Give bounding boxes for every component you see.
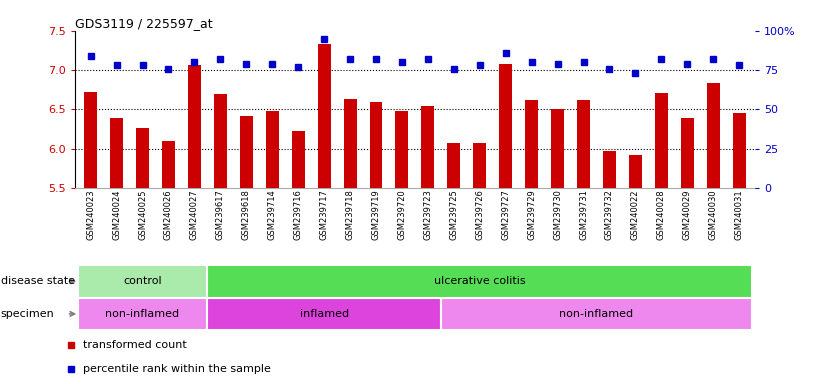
- Bar: [214, 94, 227, 188]
- Bar: [78, 298, 208, 330]
- Text: GDS3119 / 225597_at: GDS3119 / 225597_at: [75, 17, 213, 30]
- Bar: [369, 102, 383, 188]
- Text: non-inflamed: non-inflamed: [105, 309, 179, 319]
- Bar: [78, 265, 208, 298]
- Bar: [208, 298, 441, 330]
- Bar: [629, 155, 642, 188]
- Bar: [421, 106, 435, 188]
- Text: specimen: specimen: [1, 309, 54, 319]
- Text: transformed count: transformed count: [83, 340, 187, 350]
- Bar: [577, 100, 590, 188]
- Bar: [318, 44, 330, 188]
- Bar: [240, 116, 253, 188]
- Bar: [441, 298, 752, 330]
- Text: inflamed: inflamed: [299, 309, 349, 319]
- Bar: [110, 118, 123, 188]
- Bar: [292, 131, 304, 188]
- Bar: [706, 83, 720, 188]
- Bar: [500, 64, 512, 188]
- Bar: [447, 142, 460, 188]
- Bar: [395, 111, 409, 188]
- Text: control: control: [123, 276, 162, 286]
- Bar: [551, 109, 564, 188]
- Bar: [681, 118, 694, 188]
- Bar: [266, 111, 279, 188]
- Bar: [162, 141, 175, 188]
- Bar: [84, 92, 97, 188]
- Bar: [603, 151, 616, 188]
- Bar: [136, 127, 149, 188]
- Bar: [344, 99, 357, 188]
- Bar: [473, 142, 486, 188]
- Bar: [655, 93, 668, 188]
- Text: ulcerative colitis: ulcerative colitis: [434, 276, 525, 286]
- Bar: [733, 113, 746, 188]
- Text: percentile rank within the sample: percentile rank within the sample: [83, 364, 271, 374]
- Bar: [525, 100, 538, 188]
- Text: non-inflamed: non-inflamed: [560, 309, 634, 319]
- Bar: [188, 65, 201, 188]
- Text: disease state: disease state: [1, 276, 75, 286]
- Bar: [208, 265, 752, 298]
